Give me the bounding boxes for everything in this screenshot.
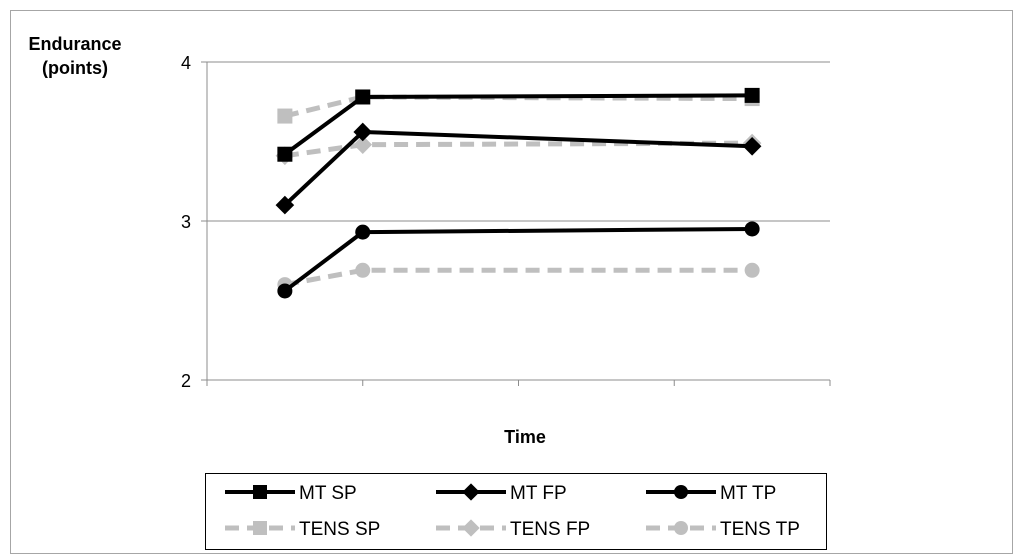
legend-label-mt-tp: MT TP: [720, 483, 776, 504]
y-tick-label: 4: [181, 53, 191, 73]
series-line-tens-tp: [284, 267, 753, 288]
y-tick-label: 2: [181, 371, 191, 391]
data-point-mt-tp: [744, 221, 760, 237]
series-line-tens-sp: [284, 94, 753, 119]
legend-label-tens-fp: TENS FP: [510, 519, 590, 540]
legend-label-tens-sp: TENS SP: [299, 519, 380, 540]
data-point-mt-tp: [355, 224, 371, 240]
y-tick-label: 3: [181, 212, 191, 232]
legend-marker-tens-tp: [674, 521, 688, 535]
data-point-mt-fp: [742, 136, 762, 156]
y-axis-label: Endurance (points): [20, 32, 130, 80]
legend-marker-mt-sp: [253, 485, 267, 499]
data-point-mt-sp: [744, 87, 760, 103]
data-point-mt-sp: [355, 89, 371, 105]
legend: [205, 473, 827, 550]
series-line-mt-fp: [283, 129, 753, 207]
legend-label-tens-tp: TENS TP: [720, 519, 800, 540]
legend-marker-tens-fp: [462, 519, 480, 537]
data-point-mt-fp: [275, 195, 295, 215]
series-line-mt-tp: [283, 226, 753, 293]
legend-marker-tens-sp: [253, 521, 267, 535]
y-axis-label-line-1: Endurance: [28, 34, 122, 54]
data-point-mt-fp: [353, 122, 373, 142]
chart-frame: [10, 10, 1013, 554]
data-point-mt-sp: [277, 146, 293, 162]
data-point-mt-tp: [277, 283, 293, 299]
data-point-tens-fp: [353, 135, 373, 154]
legend-marker-mt-fp: [462, 483, 480, 501]
x-axis-label: Time: [504, 427, 546, 447]
y-axis-label-line-2: (points): [42, 58, 108, 78]
data-point-tens-sp: [277, 108, 293, 124]
data-point-tens-tp: [744, 262, 760, 278]
data-point-tens-tp: [355, 262, 371, 278]
legend-label-mt-sp: MT SP: [299, 483, 357, 504]
legend-marker-mt-tp: [674, 485, 688, 499]
legend-label-mt-fp: MT FP: [510, 483, 567, 504]
